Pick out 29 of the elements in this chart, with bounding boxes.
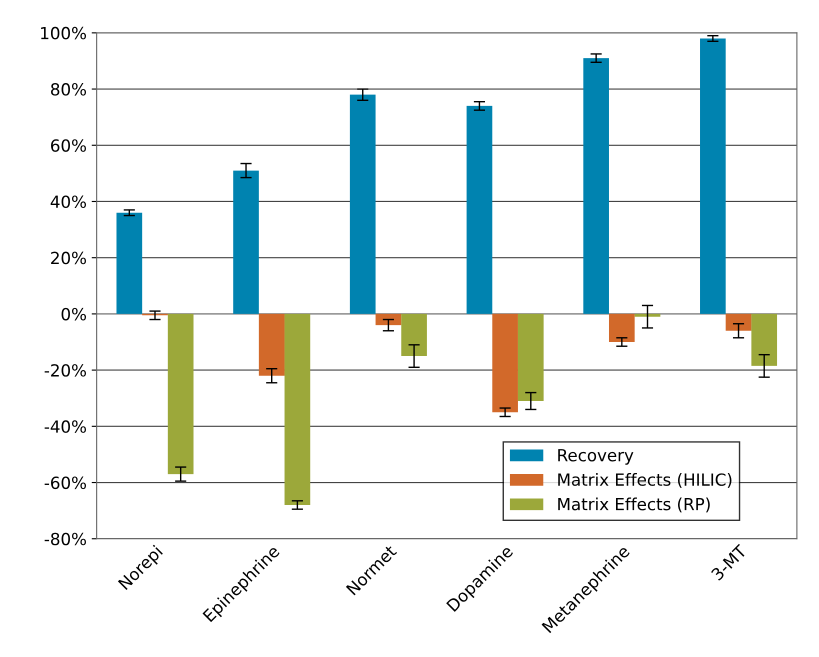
bar <box>466 106 492 314</box>
bar <box>284 314 310 506</box>
bar <box>401 314 427 356</box>
bar <box>116 212 142 314</box>
bar <box>492 314 518 412</box>
bar <box>700 38 726 314</box>
legend-label: Matrix Effects (RP) <box>558 497 710 512</box>
y-tick-label: 60% <box>51 139 86 152</box>
bar <box>608 314 635 342</box>
legend-label: Recovery <box>558 449 634 465</box>
y-tick-label: -40% <box>44 420 86 433</box>
y-tick-label: 20% <box>51 252 86 264</box>
y-tick-label: 100% <box>41 26 86 40</box>
bar <box>258 314 285 376</box>
y-tick-label: 0% <box>62 308 86 320</box>
bar <box>350 94 376 314</box>
bar <box>518 314 544 402</box>
bar <box>233 170 259 314</box>
bar <box>168 314 194 474</box>
bar <box>751 314 778 366</box>
y-tick-label: 80% <box>51 83 86 96</box>
y-tick-label: 40% <box>50 195 86 208</box>
y-tick-label: -80% <box>44 532 86 546</box>
bar <box>726 314 752 331</box>
y-tick-label: -60% <box>44 476 86 490</box>
bar <box>376 314 402 326</box>
legend-label: Matrix Effects (HILIC) <box>558 473 732 488</box>
bar <box>583 58 609 314</box>
y-tick-label: -20% <box>44 364 86 377</box>
